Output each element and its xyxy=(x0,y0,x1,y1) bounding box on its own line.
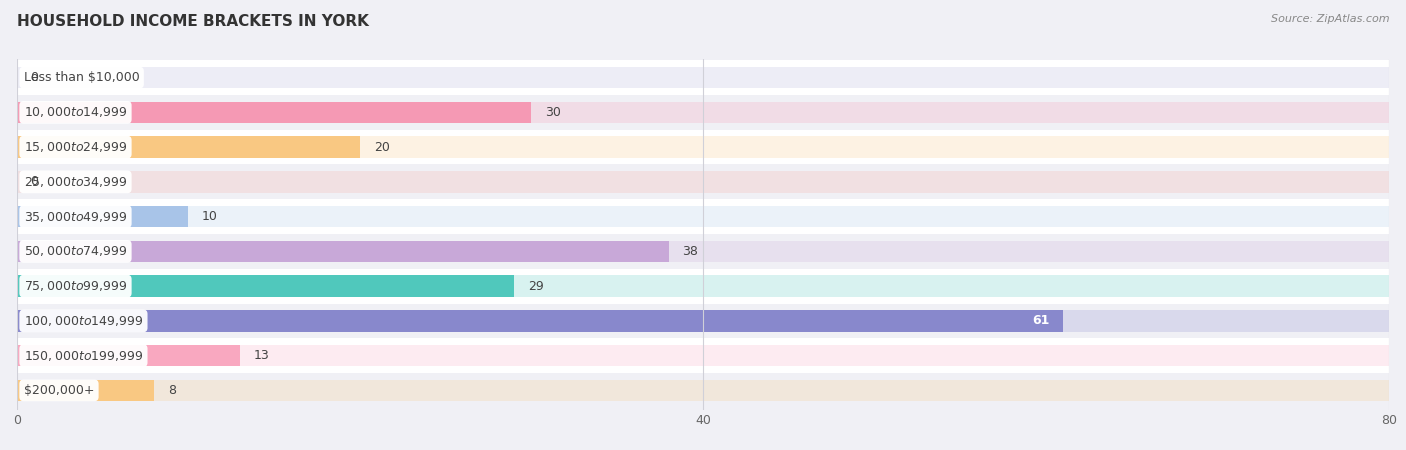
Text: 0: 0 xyxy=(31,176,38,189)
Text: 10: 10 xyxy=(202,210,218,223)
Text: $15,000 to $24,999: $15,000 to $24,999 xyxy=(24,140,127,154)
Text: 8: 8 xyxy=(167,384,176,397)
Text: 30: 30 xyxy=(546,106,561,119)
Text: $150,000 to $199,999: $150,000 to $199,999 xyxy=(24,349,143,363)
Bar xyxy=(17,373,1389,408)
Bar xyxy=(17,199,1389,234)
Text: 29: 29 xyxy=(529,279,544,292)
Bar xyxy=(17,241,1389,262)
Text: $50,000 to $74,999: $50,000 to $74,999 xyxy=(24,244,127,258)
Bar xyxy=(17,102,531,123)
Bar xyxy=(17,310,1389,332)
Bar xyxy=(17,95,1389,130)
Text: 61: 61 xyxy=(1032,315,1049,328)
Bar xyxy=(17,303,1389,338)
Bar xyxy=(17,206,1389,227)
Bar xyxy=(17,206,188,227)
Text: $200,000+: $200,000+ xyxy=(24,384,94,397)
Bar xyxy=(17,310,1063,332)
Bar xyxy=(17,380,155,401)
Bar xyxy=(17,275,1389,297)
Bar xyxy=(17,130,1389,165)
Bar xyxy=(17,165,1389,199)
Bar xyxy=(17,234,1389,269)
Bar xyxy=(17,136,360,158)
Text: 13: 13 xyxy=(253,349,270,362)
Bar xyxy=(17,345,1389,366)
Bar xyxy=(17,275,515,297)
Text: $75,000 to $99,999: $75,000 to $99,999 xyxy=(24,279,127,293)
Bar xyxy=(17,171,1389,193)
Text: HOUSEHOLD INCOME BRACKETS IN YORK: HOUSEHOLD INCOME BRACKETS IN YORK xyxy=(17,14,368,28)
Text: $35,000 to $49,999: $35,000 to $49,999 xyxy=(24,210,127,224)
Text: Source: ZipAtlas.com: Source: ZipAtlas.com xyxy=(1271,14,1389,23)
Bar xyxy=(17,60,1389,95)
Bar xyxy=(17,136,1389,158)
Bar xyxy=(17,345,240,366)
Text: 0: 0 xyxy=(31,71,38,84)
Bar xyxy=(17,380,1389,401)
Bar xyxy=(17,338,1389,373)
Text: $100,000 to $149,999: $100,000 to $149,999 xyxy=(24,314,143,328)
Bar xyxy=(17,67,1389,88)
Bar xyxy=(17,241,669,262)
Text: Less than $10,000: Less than $10,000 xyxy=(24,71,139,84)
Text: 20: 20 xyxy=(374,140,389,153)
Text: $10,000 to $14,999: $10,000 to $14,999 xyxy=(24,105,127,119)
Bar xyxy=(17,269,1389,303)
Text: $25,000 to $34,999: $25,000 to $34,999 xyxy=(24,175,127,189)
Text: 38: 38 xyxy=(682,245,699,258)
Bar xyxy=(17,102,1389,123)
